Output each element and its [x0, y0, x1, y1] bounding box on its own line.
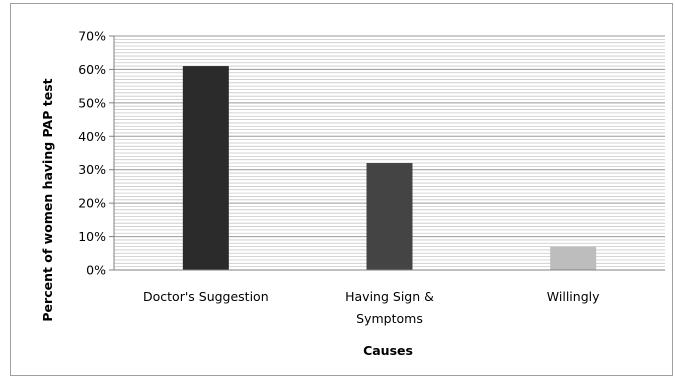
y-tick-label: 40%	[78, 129, 106, 144]
x-category-label: Having Sign & Symptoms	[345, 289, 434, 326]
axes	[109, 35, 665, 271]
x-axis-title: Causes	[363, 343, 413, 358]
y-tick-label: 30%	[78, 162, 106, 177]
y-tick-label: 50%	[78, 95, 106, 110]
x-category-label: Doctor's Suggestion	[143, 289, 269, 304]
y-tick-label: 10%	[78, 229, 106, 244]
x-category-label: Willingly	[547, 289, 600, 304]
bars	[182, 66, 597, 270]
bar-1	[366, 163, 413, 270]
x-category-labels: Doctor's Suggestion Having Sign & Symptoms…	[143, 289, 600, 326]
y-tick-labels: 0% 10% 20% 30% 40% 50% 60% 70%	[78, 29, 106, 278]
y-tick-label: 70%	[78, 29, 106, 44]
y-tick-label: 0%	[86, 263, 106, 278]
bar-0	[182, 66, 229, 270]
y-axis-title: Percent of women having PAP test	[40, 78, 55, 321]
bar-2	[550, 246, 597, 270]
y-tick-label: 60%	[78, 62, 106, 77]
y-tick-label: 20%	[78, 196, 106, 211]
